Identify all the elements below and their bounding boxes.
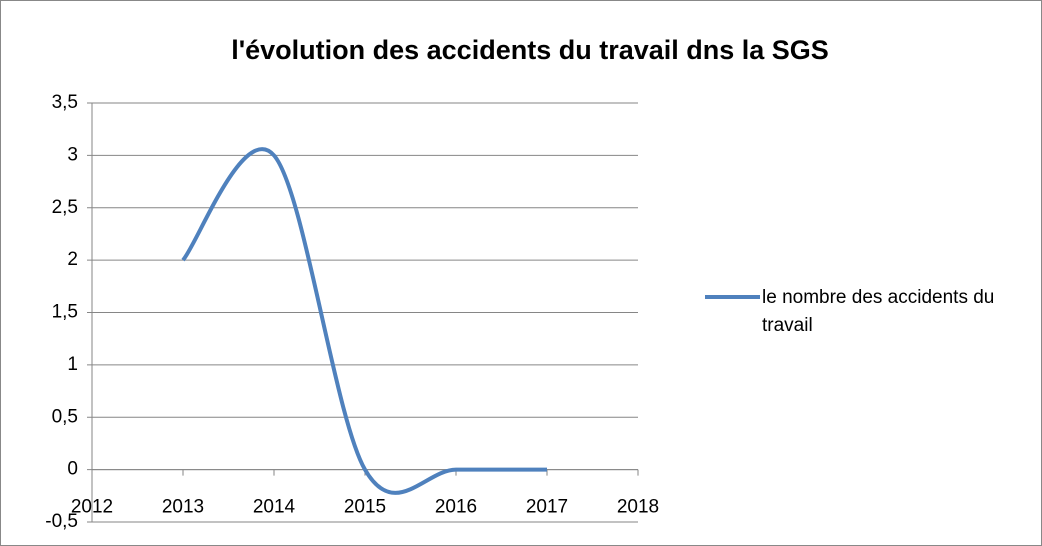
y-tick-label: 2,5 xyxy=(52,197,78,218)
y-tick-label: 2 xyxy=(67,249,78,270)
x-tick-label: 2013 xyxy=(162,497,204,518)
y-tick-label: 0 xyxy=(67,459,78,480)
y-tick-label: 1 xyxy=(67,354,78,375)
x-tick-label: 2014 xyxy=(253,497,296,518)
data-line xyxy=(181,147,547,495)
x-tick-label: 2016 xyxy=(435,497,477,518)
legend-label: le nombre des accidents du travail xyxy=(762,287,995,336)
y-tick-label: 3 xyxy=(67,144,78,165)
x-tick-label: 2015 xyxy=(344,497,386,518)
x-tick-label: 2012 xyxy=(71,497,113,518)
x-tick-label: 2017 xyxy=(526,497,568,518)
y-tick-label: 3,5 xyxy=(52,92,78,113)
y-tick-label: 0,5 xyxy=(52,406,78,427)
x-tick-label: 2018 xyxy=(617,497,659,518)
y-tick-label: -0,5 xyxy=(45,511,78,532)
y-tick-label: 1,5 xyxy=(52,302,78,323)
chart-title: l'évolution des accidents du travail dns… xyxy=(231,35,829,65)
